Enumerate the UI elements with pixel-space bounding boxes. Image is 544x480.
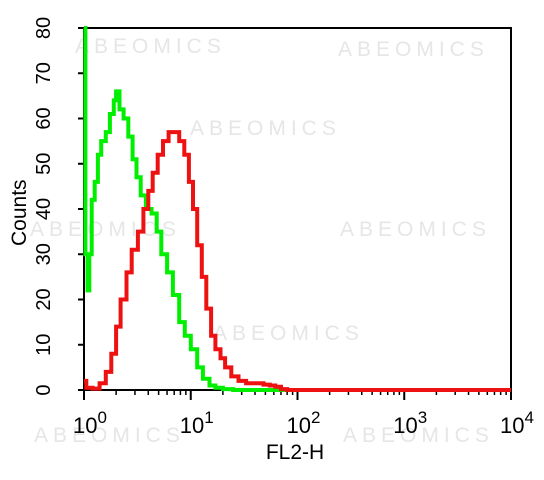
watermark-text: ABEOMICS bbox=[343, 424, 494, 447]
y-tick-label: 10 bbox=[33, 334, 55, 356]
y-tick-label: 50 bbox=[33, 153, 55, 175]
series-2-histogram bbox=[84, 130, 511, 392]
watermark-text: ABEOMICS bbox=[213, 322, 364, 345]
y-tick-label: 30 bbox=[33, 243, 55, 265]
x-tick-label: 102 bbox=[287, 408, 321, 438]
x-tick-label: 103 bbox=[393, 408, 427, 438]
y-tick-label: 60 bbox=[33, 107, 55, 129]
x-tick-label: 101 bbox=[180, 408, 214, 438]
watermark-text: ABEOMICS bbox=[75, 35, 226, 58]
y-tick-label: 70 bbox=[33, 62, 55, 84]
series-1-histogram bbox=[83, 26, 511, 392]
y-axis-label: Counts bbox=[8, 179, 31, 246]
y-tick-label: 80 bbox=[33, 17, 55, 39]
x-axis-label: FL2-H bbox=[265, 441, 325, 464]
y-tick-label: 0 bbox=[33, 384, 55, 395]
y-tick-label: 40 bbox=[33, 198, 55, 220]
watermark-text: ABEOMICS bbox=[34, 424, 185, 447]
x-tick-label: 104 bbox=[500, 408, 534, 438]
watermark-text: ABEOMICS bbox=[338, 38, 489, 61]
watermark-text: ABEOMICS bbox=[340, 218, 491, 241]
watermark-text: ABEOMICS bbox=[190, 117, 341, 140]
y-tick-label: 20 bbox=[33, 288, 55, 310]
x-tick-label: 100 bbox=[73, 408, 107, 438]
